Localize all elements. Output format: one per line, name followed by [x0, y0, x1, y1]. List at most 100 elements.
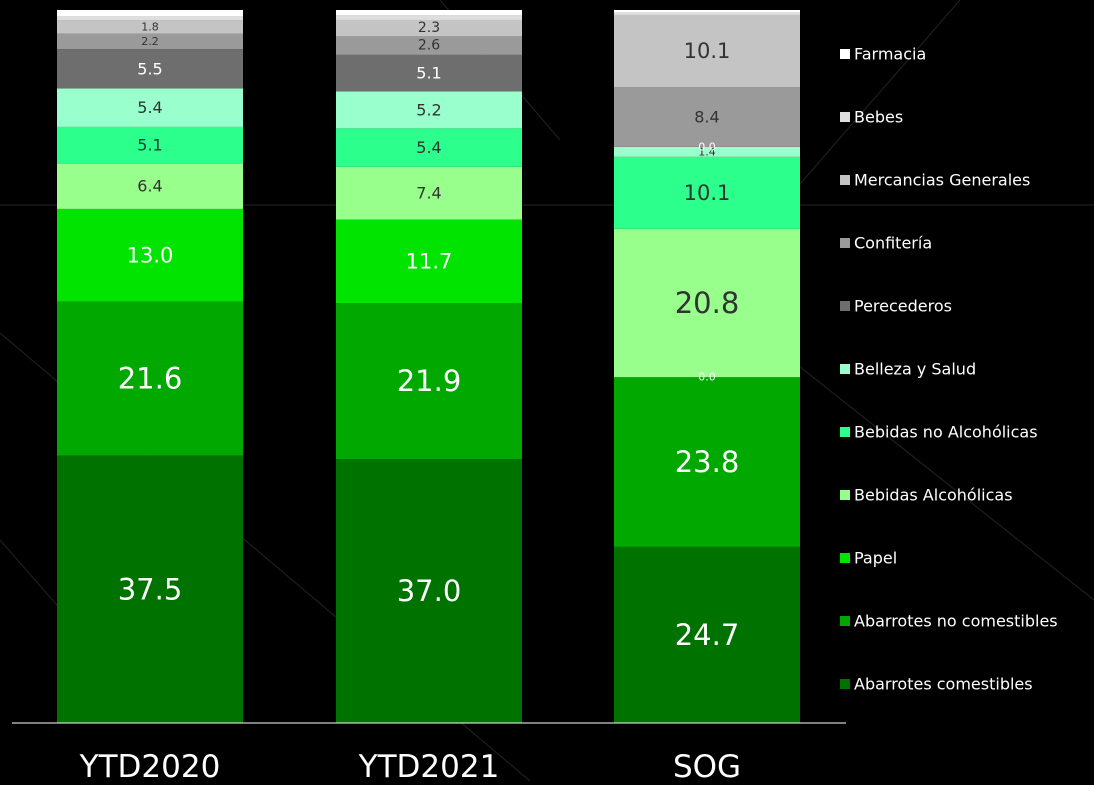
bar-ytd2021-bebes [336, 15, 522, 20]
legend-swatch-abarrotes-comestibles [840, 679, 850, 689]
bar-sog-farmacia [614, 10, 800, 13]
bar-ytd2021-mercancias-generales [336, 19, 522, 37]
bar-ytd2020-bebidas-no-alcoholicas [57, 126, 243, 164]
data-label-sog-perecederos: 0.0 [698, 140, 716, 153]
data-label-sog-abarrotes-no-comestibles: 23.8 [675, 445, 740, 479]
bar-sog-confiteria [614, 87, 800, 147]
data-label-sog-bebidas-no-alcoholicas: 10.1 [684, 181, 731, 205]
bar-sog-bebes [614, 12, 800, 15]
data-label-ytd2021-bebidas-no-alcoholicas: 5.4 [416, 138, 441, 157]
data-label-sog-bebidas-alcoholicas: 20.8 [675, 286, 740, 320]
legend-item-abarrotes-no-comestibles: Abarrotes no comestibles [840, 612, 1058, 631]
bar-ytd2021-belleza-y-salud [336, 91, 522, 129]
data-label-sog-confiteria: 8.4 [694, 107, 719, 126]
legend-label-papel: Papel [854, 549, 897, 568]
data-label-ytd2021-bebidas-alcoholicas: 7.4 [416, 184, 441, 203]
legend-label-bebes: Bebes [854, 108, 903, 127]
data-label-ytd2021-abarrotes-no-comestibles: 21.9 [397, 364, 462, 398]
bar-ytd2021-papel [336, 219, 522, 304]
bar-ytd2020-confiteria [57, 33, 243, 50]
legend-item-perecederos: Perecederos [840, 297, 952, 316]
legend-swatch-bebes [840, 112, 850, 122]
data-label-sog-papel: 0.0 [698, 371, 716, 384]
legend-item-belleza-y-salud: Belleza y Salud [840, 360, 976, 379]
data-label-ytd2020-bebidas-alcoholicas: 6.4 [137, 177, 162, 196]
legend-swatch-farmacia [840, 49, 850, 59]
legend-label-bebidas-alcoholicas: Bebidas Alcohólicas [854, 486, 1013, 505]
legend-item-farmacia: Farmacia [840, 45, 926, 64]
legend-swatch-belleza-y-salud [840, 364, 850, 374]
data-label-sog-mercancias-generales: 10.1 [684, 39, 731, 63]
legend-label-confiteria: Confitería [854, 234, 932, 253]
data-label-sog-abarrotes-comestibles: 24.7 [675, 618, 740, 652]
bar-ytd2020-bebes [57, 16, 243, 21]
data-label-ytd2021-belleza-y-salud: 5.2 [416, 100, 441, 119]
x-axis-tick-labels: YTD2020 YTD2021 SOG [79, 749, 741, 785]
legend-label-perecederos: Perecederos [854, 297, 952, 316]
bar-sog-mercancias-generales [614, 14, 800, 88]
data-label-ytd2020-confiteria: 2.2 [141, 35, 159, 48]
bar-ytd2020-bebidas-alcoholicas [57, 163, 243, 209]
bar-ytd2020-mercancias-generales [57, 20, 243, 34]
x-tick-label-ytd2021: YTD2021 [358, 749, 500, 781]
x-tick-label-sog: SOG [673, 749, 741, 781]
bar-ytd2020-papel [57, 208, 243, 302]
legend-swatch-confiteria [840, 238, 850, 248]
bar-ytd2020-perecederos [57, 49, 243, 89]
bar-ytd2021-perecederos [336, 54, 522, 92]
data-label-ytd2021-papel: 11.7 [406, 249, 453, 273]
legend-item-confiteria: Confitería [840, 234, 932, 253]
bar-ytd2021-farmacia [336, 10, 522, 16]
legend-swatch-bebidas-alcoholicas [840, 490, 850, 500]
bar-ytd2020-abarrotes-comestibles [57, 455, 243, 723]
legend-label-mercancias-generales: Mercancias Generales [854, 171, 1030, 190]
bar-ytd2020-abarrotes-no-comestibles [57, 301, 243, 456]
data-labels-layer: 37.5 21.6 13.0 6.4 5.1 5.4 5.5 2.21.8 37.0 21.9 11… [118, 20, 740, 652]
bar-ytd2021-bebidas-alcoholicas [336, 166, 522, 220]
legend-label-abarrotes-no-comestibles: Abarrotes no comestibles [854, 612, 1058, 631]
legend-swatch-bebidas-no-alcoholicas [840, 427, 850, 437]
data-label-ytd2020-perecederos: 5.5 [137, 59, 162, 78]
data-label-sog-belleza-y-salud: 1.4 [698, 145, 716, 158]
legend-item-bebidas-no-alcoholicas: Bebidas no Alcohólicas [840, 423, 1038, 442]
legend-label-bebidas-no-alcoholicas: Bebidas no Alcohólicas [854, 423, 1038, 442]
bar-sog-bebidas-no-alcoholicas [614, 156, 800, 229]
data-label-ytd2021-abarrotes-comestibles: 37.0 [397, 574, 462, 608]
bar-ytd2021-abarrotes-no-comestibles [336, 303, 522, 460]
legend-item-bebes: Bebes [840, 108, 903, 127]
bar-ytd2021-abarrotes-comestibles [336, 459, 522, 723]
bar-ytd2020-farmacia [57, 10, 243, 17]
bar-ytd2021-confiteria [336, 36, 522, 55]
data-label-ytd2020-bebidas-no-alcoholicas: 5.1 [137, 136, 162, 155]
data-label-ytd2020-papel: 13.0 [127, 243, 174, 267]
bar-ytd2021-bebidas-no-alcoholicas [336, 128, 522, 167]
legend-label-farmacia: Farmacia [854, 45, 926, 64]
legend-swatch-perecederos [840, 301, 850, 311]
data-label-ytd2021-mercancias-generales: 2.3 [418, 20, 440, 36]
legend-label-belleza-y-salud: Belleza y Salud [854, 360, 976, 379]
bar-sog-abarrotes-no-comestibles [614, 377, 800, 547]
data-label-ytd2021-perecederos: 5.1 [416, 64, 441, 83]
bar-ytd2020-belleza-y-salud [57, 88, 243, 127]
bar-sog-abarrotes-comestibles [614, 546, 800, 723]
data-label-ytd2020-abarrotes-comestibles: 37.5 [118, 572, 183, 606]
x-tick-label-ytd2020: YTD2020 [79, 749, 221, 781]
legend-item-mercancias-generales: Mercancias Generales [840, 171, 1030, 190]
legend-swatch-mercancias-generales [840, 175, 850, 185]
data-label-ytd2020-mercancias-generales: 1.8 [141, 21, 159, 34]
bar-sog-belleza-y-salud [614, 146, 800, 157]
data-label-ytd2021-confiteria: 2.6 [418, 38, 440, 54]
legend-swatch-papel [840, 553, 850, 563]
bars-layer [57, 10, 800, 723]
legend: Farmacia Bebes Mercancias Generales Confite… [840, 45, 1058, 694]
legend-item-abarrotes-comestibles: Abarrotes comestibles [840, 675, 1033, 694]
bar-sog-bebidas-alcoholicas [614, 228, 800, 378]
legend-item-papel: Papel [840, 549, 897, 568]
data-label-ytd2020-abarrotes-no-comestibles: 21.6 [118, 362, 183, 396]
data-label-ytd2020-belleza-y-salud: 5.4 [137, 98, 162, 117]
legend-item-bebidas-alcoholicas: Bebidas Alcohólicas [840, 486, 1013, 505]
legend-swatch-abarrotes-no-comestibles [840, 616, 850, 626]
legend-label-abarrotes-comestibles: Abarrotes comestibles [854, 675, 1033, 694]
